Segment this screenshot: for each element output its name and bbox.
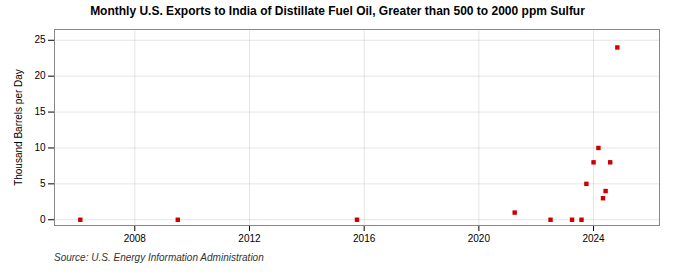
svg-text:2012: 2012 — [238, 233, 261, 244]
html-text:Source: U.S. Energy Informatio: Source: U.S. Energy Information Administ… — [54, 252, 264, 263]
html-text:Monthly U.S. Exports to India: Monthly U.S. Exports to India of Distill… — [90, 4, 585, 18]
svg-text:2016: 2016 — [353, 233, 376, 244]
svg-text:0: 0 — [40, 214, 46, 225]
svg-text:2008: 2008 — [124, 233, 147, 244]
svg-text:20: 20 — [34, 70, 46, 81]
svg-text:2020: 2020 — [468, 233, 491, 244]
svg-text:5: 5 — [40, 178, 46, 189]
svg-text:Thousand Barrels per Day: Thousand Barrels per Day — [13, 69, 24, 186]
svg-text:25: 25 — [34, 34, 46, 45]
svg-text:2024: 2024 — [582, 233, 605, 244]
svg-text:15: 15 — [34, 106, 46, 117]
svg-text:10: 10 — [34, 142, 46, 153]
